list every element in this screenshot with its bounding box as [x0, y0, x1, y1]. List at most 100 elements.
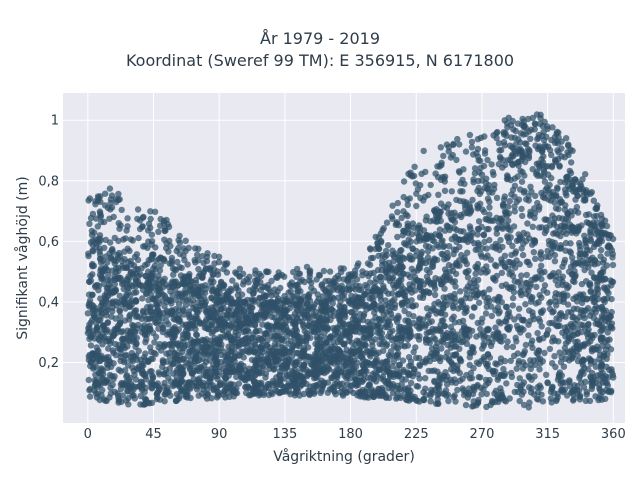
- data-point: [580, 343, 587, 350]
- data-point: [151, 208, 159, 215]
- data-point: [227, 349, 235, 356]
- data-point: [571, 386, 578, 394]
- data-point: [163, 318, 170, 325]
- data-point: [329, 384, 336, 391]
- data-point: [427, 398, 434, 405]
- data-point: [468, 313, 476, 320]
- chart-title: År 1979 - 2019: [260, 29, 380, 48]
- data-point: [194, 299, 201, 306]
- data-point: [244, 296, 251, 304]
- data-point: [335, 365, 342, 373]
- data-point: [126, 274, 133, 282]
- data-point: [438, 345, 445, 352]
- data-point: [563, 327, 570, 335]
- data-point: [525, 404, 532, 411]
- data-point: [539, 122, 546, 130]
- data-point: [511, 208, 518, 215]
- data-point: [202, 347, 209, 355]
- data-point: [574, 259, 581, 266]
- data-point: [137, 392, 144, 400]
- data-point: [552, 229, 559, 236]
- data-point: [573, 347, 580, 355]
- data-point: [509, 161, 516, 169]
- data-point: [436, 374, 443, 381]
- data-point: [176, 264, 183, 271]
- data-point: [490, 132, 497, 139]
- data-point: [248, 374, 255, 381]
- data-point: [93, 377, 100, 384]
- data-point: [427, 218, 434, 225]
- data-point: [511, 193, 518, 200]
- data-point: [501, 117, 508, 124]
- data-point: [508, 134, 515, 141]
- data-point: [593, 285, 601, 292]
- data-point: [185, 385, 193, 392]
- data-point: [598, 222, 605, 229]
- data-point: [159, 363, 166, 371]
- data-point: [227, 285, 234, 293]
- data-point: [87, 319, 94, 326]
- data-point: [111, 281, 119, 288]
- data-point: [481, 238, 488, 246]
- data-point: [471, 165, 479, 172]
- data-point: [440, 390, 447, 397]
- data-point: [322, 359, 329, 366]
- data-point: [576, 372, 584, 380]
- data-point: [508, 369, 515, 377]
- data-point: [180, 252, 187, 259]
- data-point: [300, 390, 307, 398]
- data-point: [313, 334, 321, 341]
- data-point: [548, 174, 555, 182]
- data-point: [444, 341, 451, 349]
- data-point: [478, 177, 486, 184]
- data-point: [316, 364, 323, 371]
- data-point: [317, 308, 324, 315]
- data-point: [89, 355, 97, 363]
- data-point: [277, 315, 284, 322]
- data-point: [86, 278, 93, 285]
- data-point: [556, 195, 564, 203]
- data-point: [551, 199, 558, 206]
- data-point: [108, 313, 115, 320]
- data-point: [501, 263, 509, 271]
- data-point: [546, 241, 553, 248]
- data-point: [597, 211, 605, 219]
- data-point: [500, 365, 507, 373]
- data-point: [375, 349, 382, 356]
- data-point: [555, 291, 563, 298]
- data-point: [87, 342, 95, 349]
- data-point: [567, 263, 575, 271]
- data-point: [501, 372, 508, 379]
- data-point: [392, 250, 399, 257]
- data-point: [123, 300, 130, 307]
- data-point: [425, 367, 432, 375]
- data-point: [364, 288, 371, 296]
- data-point: [180, 311, 188, 318]
- data-point: [441, 285, 448, 292]
- data-point: [466, 234, 474, 241]
- data-point: [316, 380, 324, 387]
- data-point: [97, 357, 104, 364]
- data-point: [413, 382, 420, 390]
- data-point: [585, 257, 592, 264]
- data-point: [479, 245, 486, 252]
- data-point: [523, 258, 530, 265]
- data-point: [459, 317, 467, 324]
- data-point: [86, 393, 94, 400]
- data-point: [518, 157, 525, 164]
- data-point: [408, 297, 415, 304]
- data-point: [441, 266, 449, 273]
- data-point: [138, 386, 146, 394]
- data-point: [435, 298, 442, 306]
- data-point: [504, 233, 511, 240]
- data-point: [565, 283, 572, 290]
- data-point: [94, 223, 102, 230]
- data-point: [215, 337, 223, 344]
- data-point: [574, 357, 582, 365]
- data-point: [367, 246, 374, 253]
- data-point: [486, 204, 493, 211]
- data-point: [477, 325, 484, 333]
- data-point: [245, 338, 252, 345]
- data-point: [350, 389, 357, 397]
- data-point: [448, 294, 456, 301]
